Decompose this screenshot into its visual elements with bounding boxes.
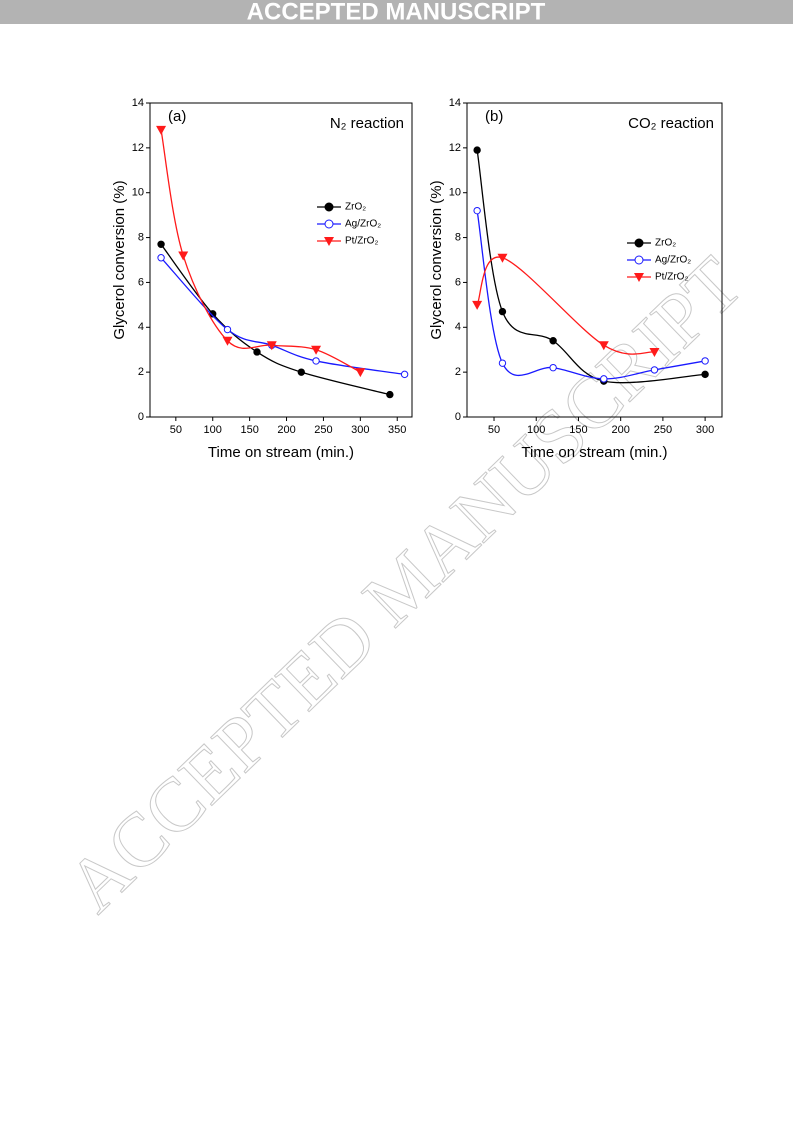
marker — [473, 146, 481, 154]
marker — [355, 368, 366, 378]
marker — [598, 341, 609, 351]
x-tick-label: 300 — [351, 424, 369, 436]
x-tick-label: 350 — [388, 424, 406, 436]
x-tick-label: 300 — [696, 424, 714, 436]
y-tick-label: 14 — [449, 97, 461, 109]
plot-frame — [466, 102, 723, 418]
y-tick-label: 12 — [132, 142, 144, 154]
series-line — [160, 129, 361, 373]
marker — [386, 390, 394, 399]
chart-title: CO₂ reaction — [628, 115, 714, 132]
y-tick-label: 4 — [455, 321, 461, 333]
y-tick-label: 8 — [455, 231, 461, 243]
legend-marker — [634, 238, 644, 248]
x-tick-label: 200 — [611, 424, 629, 436]
x-tick-label: 200 — [277, 424, 295, 436]
y-tick-label: 6 — [138, 276, 144, 288]
chart: 0 2 4 6 8 10 12 14 50 100 150 200 250 300 Time on stre… — [428, 97, 723, 461]
marker — [297, 368, 305, 376]
y-tick-label: 10 — [132, 187, 144, 199]
header: ACCEPTED MANUSCRIPT — [247, 0, 546, 25]
series-line — [160, 257, 405, 376]
x-tick-label: 50 — [170, 424, 182, 436]
y-tick-label: 12 — [449, 142, 461, 154]
legend-label: Ag/ZrO₂ — [345, 219, 381, 230]
y-tick-label: 14 — [132, 97, 144, 109]
y-tick-label: 0 — [455, 411, 461, 423]
x-tick-label: 50 — [488, 424, 500, 436]
legend-marker — [324, 237, 334, 246]
y-tick-label: 10 — [449, 187, 461, 199]
legend-label: Ag/ZrO₂ — [655, 255, 691, 266]
legend-label: Pt/ZrO₂ — [655, 272, 688, 283]
marker — [600, 375, 608, 383]
x-tick-label: 100 — [204, 424, 222, 436]
marker — [156, 125, 167, 135]
marker — [311, 345, 322, 355]
marker — [701, 370, 709, 379]
marker — [650, 366, 659, 374]
marker — [400, 370, 409, 379]
chart-title: N₂ reaction — [330, 115, 404, 132]
series-line — [476, 256, 655, 355]
marker — [701, 357, 709, 365]
x-axis-label: Time on stream (min.) — [208, 444, 354, 461]
legend-marker — [324, 219, 334, 229]
legend-marker — [324, 202, 334, 212]
marker — [473, 206, 481, 215]
marker — [472, 300, 483, 310]
panel-label: (b) — [485, 108, 503, 125]
marker — [157, 254, 165, 262]
marker — [222, 336, 233, 346]
x-tick-label: 250 — [654, 424, 672, 436]
legend-label: ZrO₂ — [655, 238, 676, 249]
y-axis-label: Glycerol conversion (%) — [111, 180, 128, 339]
watermark: ACCEPTED MANUSCRIPT — [51, 241, 758, 928]
x-tick-label: 100 — [527, 424, 545, 436]
marker — [157, 240, 165, 249]
marker — [549, 363, 557, 372]
panel-label: (a) — [168, 108, 186, 125]
x-tick-label: 150 — [240, 424, 258, 436]
chart: 0 2 4 6 8 10 12 14 50 100 150 200 250 300 350 Time on s… — [111, 97, 413, 461]
marker — [498, 307, 507, 316]
marker — [266, 341, 277, 351]
plot-frame — [149, 102, 413, 418]
y-tick-label: 4 — [138, 321, 144, 333]
marker — [209, 310, 217, 318]
y-tick-label: 2 — [138, 366, 144, 378]
y-tick-label: 2 — [455, 366, 461, 378]
y-tick-label: 8 — [138, 231, 144, 243]
legend-label: ZrO₂ — [345, 202, 366, 213]
y-tick-label: 0 — [138, 411, 144, 423]
series-line — [160, 243, 391, 396]
legend-marker — [634, 273, 644, 282]
header-bar — [0, 0, 793, 24]
x-tick-label: 150 — [569, 424, 587, 436]
marker — [223, 325, 232, 334]
y-axis-label: Glycerol conversion (%) — [428, 180, 445, 339]
marker — [497, 253, 508, 263]
marker — [649, 347, 660, 357]
x-axis-label: Time on stream (min.) — [521, 444, 667, 461]
y-tick-label: 6 — [455, 276, 461, 288]
marker — [178, 251, 189, 261]
marker — [253, 348, 261, 356]
x-tick-label: 250 — [314, 424, 332, 436]
marker — [498, 359, 507, 367]
marker — [549, 337, 557, 345]
legend-marker — [634, 255, 644, 265]
marker — [312, 357, 320, 365]
legend-label: Pt/ZrO₂ — [345, 236, 378, 247]
